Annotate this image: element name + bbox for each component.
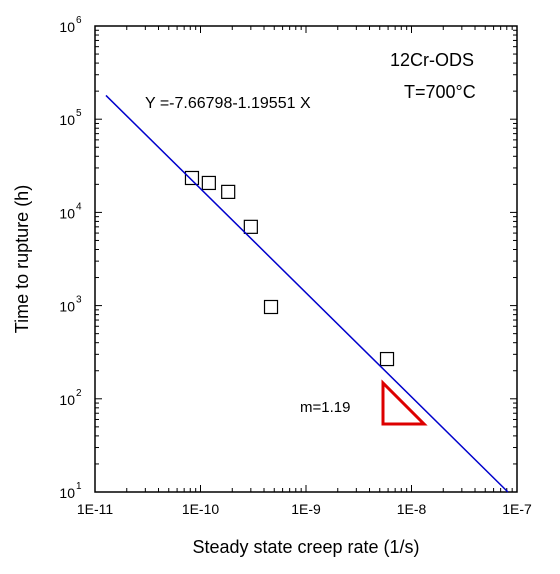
y-tick-label: 10 <box>59 392 75 408</box>
x-tick-label: 1E-9 <box>291 501 321 517</box>
y-tick-label: 10 <box>59 19 75 35</box>
data-point <box>221 184 236 199</box>
data-point <box>201 175 216 191</box>
y-tick-label: 10 <box>59 299 75 315</box>
x-axis-label: Steady state creep rate (1/s) <box>192 537 419 557</box>
y-tick-label: 10 <box>59 205 75 221</box>
y-tick-label: 10 <box>59 485 75 501</box>
data-point <box>184 170 200 186</box>
data-point <box>243 219 258 234</box>
x-tick-label: 1E-7 <box>502 501 532 517</box>
y-tick-exponent: 6 <box>76 15 82 26</box>
fit-line <box>105 94 509 493</box>
data-point <box>263 299 279 315</box>
data-point <box>379 351 395 367</box>
y-tick-exponent: 4 <box>76 201 82 212</box>
x-tick-label: 1E-11 <box>77 501 114 517</box>
x-tick-label: 1E-10 <box>182 501 220 517</box>
material-label: 12Cr-ODS <box>390 50 474 70</box>
y-tick-exponent: 1 <box>76 481 82 492</box>
y-tick-exponent: 2 <box>76 388 82 399</box>
y-tick-exponent: 3 <box>76 295 82 306</box>
fit-equation: Y =-7.66798-1.19551 X <box>145 95 311 112</box>
slope-triangle <box>381 379 428 426</box>
x-tick-label: 1E-8 <box>397 501 427 517</box>
slope-label: m=1.19 <box>300 399 350 416</box>
y-tick-exponent: 5 <box>76 108 82 119</box>
y-tick-label: 10 <box>59 112 75 128</box>
temperature-label: T=700°C <box>404 82 476 102</box>
y-axis-label: Time to rupture (h) <box>12 185 32 333</box>
